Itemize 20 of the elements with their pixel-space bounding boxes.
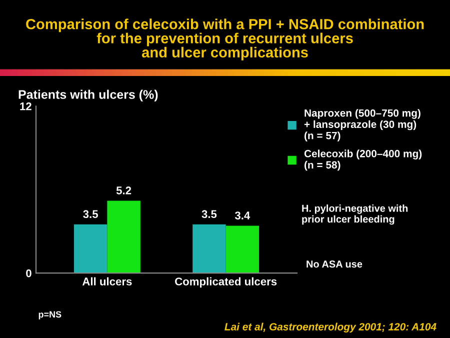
text: p=NS: [38, 311, 62, 320]
data-label: 3.4: [234, 212, 250, 220]
data-label: 5.2: [116, 186, 132, 194]
bar: [226, 226, 260, 274]
y-tick-label: 12: [20, 102, 32, 110]
y-axis-title: Patients with ulcers (%): [18, 90, 158, 102]
y-tick-label: 0: [26, 269, 32, 278]
text: H. pylori-negative with prior ulcer bleeding: [302, 204, 408, 225]
text: No ASA use: [306, 260, 362, 268]
text: Lai et al, Gastroenterology 2001; 120: A104: [224, 322, 436, 332]
bar: [74, 224, 108, 274]
legend-label: Naproxen (500–750 mg) + lansoprazole (30 mg) (n = 57): [304, 109, 420, 142]
legend-label: Celecoxib (200–400 mg) (n = 58): [304, 150, 422, 171]
data-label: 3.5: [83, 210, 98, 218]
x-tick-label: Complicated ulcers: [175, 277, 277, 288]
chart-title: Comparison of celecoxib with a PPI + NSAID combination for the prevention of recurrent ulcers and ulcer complications: [26, 18, 424, 60]
x-tick-label: All ulcers: [82, 277, 132, 286]
data-label: 3.5: [202, 210, 217, 218]
bar: [107, 200, 140, 274]
bar: [192, 224, 226, 274]
